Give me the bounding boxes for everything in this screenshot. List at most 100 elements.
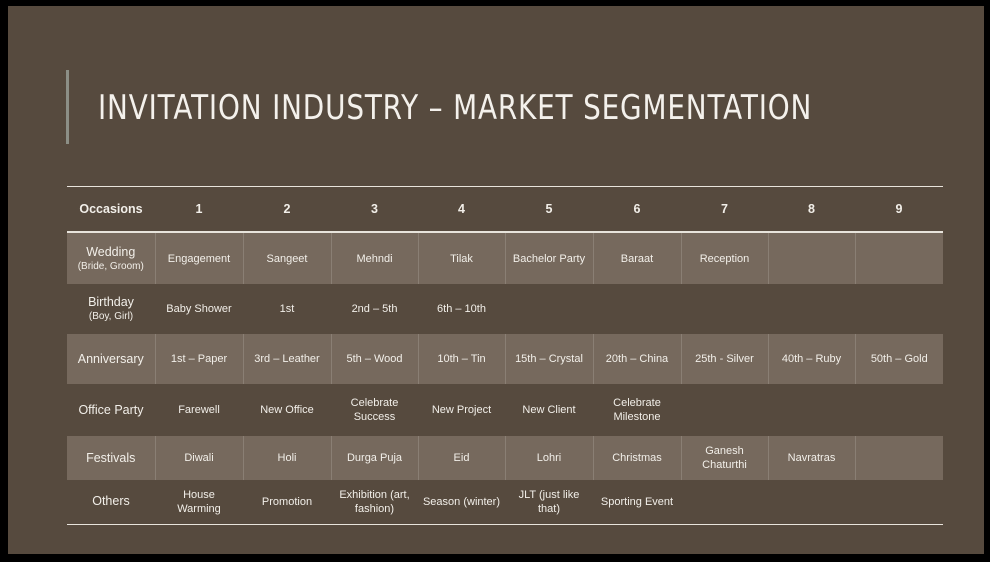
table-cell: JLT (just like that) <box>505 480 593 525</box>
cell-text: Tilak <box>450 252 473 265</box>
table-cell: Lohri <box>504 436 593 480</box>
cell-text: 25th - Silver <box>695 353 754 365</box>
cell-text: Season (winter) <box>422 495 501 508</box>
cell-text: House Warming <box>177 488 221 515</box>
occasion-name: Others <box>92 494 130 509</box>
occasion-name: Festivals <box>86 450 136 465</box>
cell-text: JLT (just like that) <box>518 488 580 515</box>
table-cell: 3rd – Leather <box>242 334 331 384</box>
header-col-9: 9 <box>855 186 943 233</box>
cell-text: Bachelor Party <box>512 252 586 265</box>
occasion-label: Anniversary <box>67 334 156 384</box>
table-row: Others House Warming Promotion Exhibition (… <box>67 480 943 525</box>
table-cell: Navratras <box>767 436 855 480</box>
cell-text: 2nd – 5th <box>351 303 398 315</box>
table-row: Festivals Diwali Holi Durga Puja Eid Lohri Chr… <box>67 436 943 480</box>
cell-text: Engagement <box>167 252 231 265</box>
occasion-label: Wedding (Bride, Groom) <box>67 232 156 284</box>
table-cell <box>854 232 943 284</box>
slide: INVITATION INDUSTRY – MARKET SEGMENTATIO… <box>8 6 984 554</box>
cell-text: 20th – China <box>605 353 669 365</box>
table-cell <box>767 232 855 284</box>
cell-text: Sangeet <box>266 252 308 265</box>
cell-text: Sporting Event <box>600 495 674 508</box>
occasion-label: Others <box>67 480 155 525</box>
cell-text: Lohri <box>536 452 562 464</box>
cell-text: Navratras <box>787 452 836 464</box>
cell-text: Celebrate Milestone <box>613 397 661 423</box>
cell-text: 15th – Crystal <box>515 353 583 365</box>
occasion-name: Wedding <box>86 244 136 259</box>
cell-text: Holi <box>277 452 297 464</box>
table-cell: 15th – Crystal <box>504 334 593 384</box>
table-cell <box>855 480 943 525</box>
table-cell: 2nd – 5th <box>331 284 418 334</box>
cell-text: New Client <box>522 404 576 416</box>
cell-text: 1st – Paper <box>170 353 228 365</box>
cell-text: 50th – Gold <box>870 353 928 365</box>
table-cell <box>593 284 681 334</box>
cell-text: Baraat <box>620 252 654 265</box>
table-cell <box>681 480 768 525</box>
table-cell: 10th – Tin <box>417 334 505 384</box>
table-cell: 50th – Gold <box>854 334 943 384</box>
table-cell: House Warming <box>155 480 243 525</box>
cell-text: Eid <box>453 452 470 464</box>
table-row: Wedding (Bride, Groom) Engagement Sangeet Me… <box>67 232 943 284</box>
cell-text: Ganesh Chaturthi <box>702 445 747 471</box>
table-cell: 40th – Ruby <box>767 334 855 384</box>
table-cell <box>855 384 943 436</box>
table-cell <box>768 384 855 436</box>
cell-text: New Project <box>431 404 492 416</box>
table-cell: Diwali <box>155 436 243 480</box>
table-cell: Baraat <box>592 232 681 284</box>
cell-text: Reception <box>699 252 750 265</box>
cell-text: 5th – Wood <box>346 353 403 365</box>
occasion-name: Office Party <box>78 402 144 417</box>
cell-text: Promotion <box>261 495 313 508</box>
table-cell: Reception <box>680 232 768 284</box>
table-row: Anniversary 1st – Paper 3rd – Leather 5th –… <box>67 334 943 384</box>
table-cell <box>505 284 593 334</box>
cell-text: Celebrate Success <box>350 397 399 423</box>
table-cell: Sangeet <box>242 232 331 284</box>
occasion-label: Office Party <box>67 384 155 436</box>
table-cell <box>855 284 943 334</box>
table-cell <box>768 480 855 525</box>
cell-text: Diwali <box>184 452 214 464</box>
table-cell: Durga Puja <box>330 436 418 480</box>
header-row: Occasions 1 2 3 4 5 6 7 8 9 <box>67 186 943 233</box>
cell-text: Exhibition (art, fashion) <box>339 488 410 515</box>
header-col-5: 5 <box>505 186 593 233</box>
cell-text: New Office <box>260 404 314 416</box>
cell-text: Christmas <box>612 452 662 464</box>
occasion-subtitle: (Boy, Girl) <box>88 311 134 322</box>
table-cell: 5th – Wood <box>330 334 418 384</box>
table-cell <box>681 384 768 436</box>
table-cell: Celebrate Success <box>331 384 418 436</box>
cell-text: 6th – 10th <box>437 303 486 315</box>
table-cell: Tilak <box>417 232 505 284</box>
table-cell: New Office <box>243 384 331 436</box>
occasion-name: Anniversary <box>77 351 144 366</box>
table-cell: Eid <box>417 436 505 480</box>
header-col-2: 2 <box>243 186 331 233</box>
table-cell: Holi <box>242 436 331 480</box>
table-cell: Baby Shower <box>155 284 243 334</box>
table-row: Office Party Farewell New Office Celebrate … <box>67 384 943 436</box>
table-cell: Promotion <box>243 480 331 525</box>
occasion-name: Birthday <box>88 295 134 309</box>
table-cell: 25th - Silver <box>680 334 768 384</box>
table-cell: Ganesh Chaturthi <box>680 436 768 480</box>
table-cell: Bachelor Party <box>504 232 593 284</box>
cell-text: 40th – Ruby <box>781 353 842 365</box>
table-cell: Christmas <box>592 436 681 480</box>
header-col-6: 6 <box>593 186 681 233</box>
table-cell: 20th – China <box>592 334 681 384</box>
table-cell: Season (winter) <box>418 480 505 525</box>
cell-text: 3rd – Leather <box>254 353 320 365</box>
occasion-label: Birthday (Boy, Girl) <box>67 284 155 334</box>
cell-text: Baby Shower <box>166 303 232 315</box>
header-col-1: 1 <box>155 186 243 233</box>
header-occasions: Occasions <box>67 186 155 233</box>
